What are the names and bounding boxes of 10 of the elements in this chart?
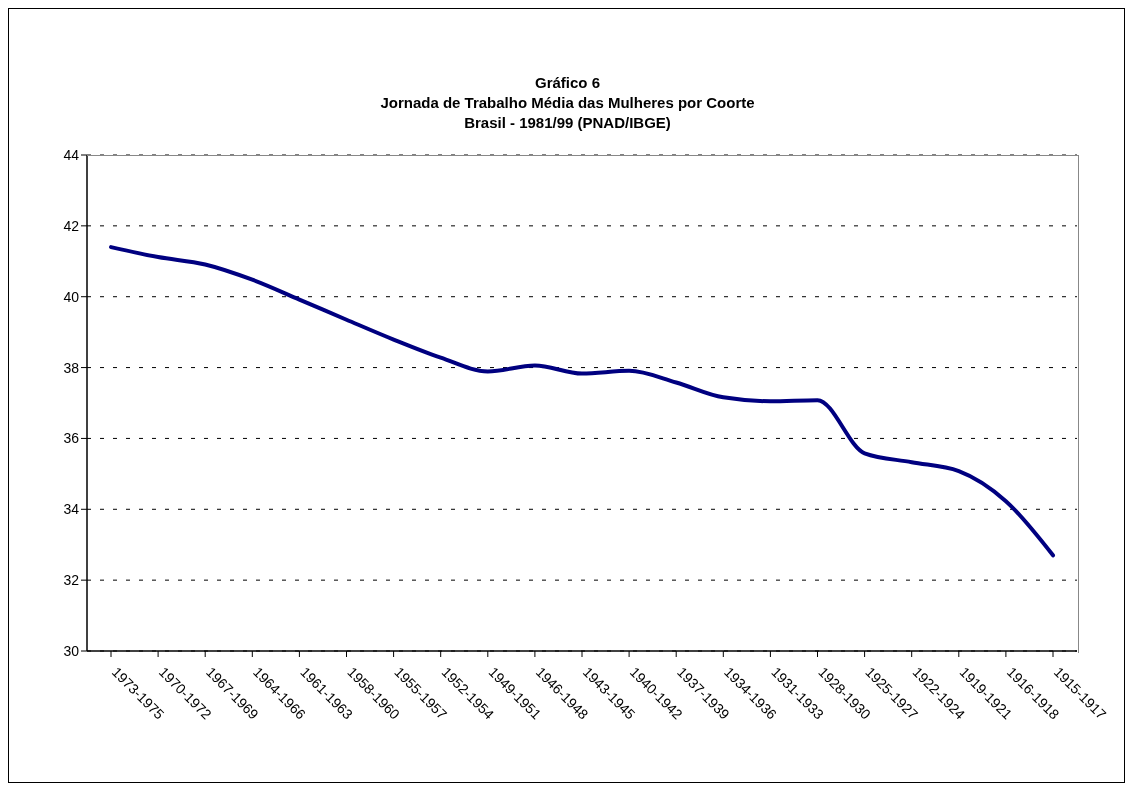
y-tick-label: 36	[63, 430, 80, 447]
y-tick-label: 32	[63, 572, 80, 589]
y-tick-label: 34	[63, 501, 80, 518]
y-tick-label: 40	[63, 288, 80, 305]
y-tick-label: 38	[63, 359, 80, 376]
line-series	[109, 245, 1055, 558]
chart-title: Gráfico 6 Jornada de Trabalho Média das Mulheres por Coorte Brasil - 1981/99 (PNAD/IBGE)	[379, 73, 756, 133]
y-tick-label: 42	[63, 217, 80, 234]
y-tick-label: 30	[63, 642, 80, 659]
y-tick-label: 44	[63, 146, 80, 163]
